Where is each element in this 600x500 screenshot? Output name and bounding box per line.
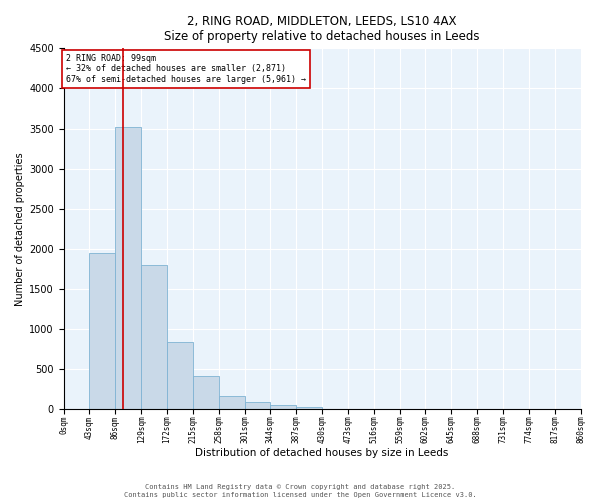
Bar (245, 402, 271, 409)
Bar (296, 407, 322, 410)
Bar (271, 406, 296, 409)
Bar (218, 396, 245, 409)
Y-axis label: Number of detached properties: Number of detached properties (15, 152, 25, 306)
Bar (167, 342, 193, 409)
Bar (141, 265, 167, 410)
Text: 2 RING ROAD: 99sqm
← 32% of detached houses are smaller (2,871)
67% of semi-deta: 2 RING ROAD: 99sqm ← 32% of detached hou… (66, 54, 306, 84)
Bar (193, 376, 218, 410)
Text: Contains HM Land Registry data © Crown copyright and database right 2025.
Contai: Contains HM Land Registry data © Crown c… (124, 484, 476, 498)
Title: 2, RING ROAD, MIDDLETON, LEEDS, LS10 4AX
Size of property relative to detached h: 2, RING ROAD, MIDDLETON, LEEDS, LS10 4AX… (164, 15, 480, 43)
Bar (115, 127, 141, 410)
Bar (89, 253, 115, 410)
Bar (322, 408, 348, 410)
X-axis label: Distribution of detached houses by size in Leeds: Distribution of detached houses by size … (196, 448, 449, 458)
